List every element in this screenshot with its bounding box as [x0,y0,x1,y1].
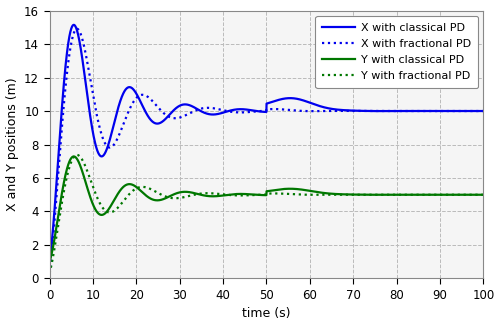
Y with classical PD [404,193,409,197]
X with fractional PD [370,109,376,113]
Y with fractional PD [328,193,334,197]
Y with classical PD [46,260,52,264]
Y with classical PD [126,182,132,186]
Y with classical PD [70,155,76,158]
X with classical PD [307,101,313,105]
X with fractional PD [212,107,218,111]
X with classical PD [126,85,132,89]
X with fractional PD [480,109,486,113]
X with fractional PD [74,27,80,31]
Y with fractional PD [74,153,80,157]
Y with fractional PD [404,193,409,197]
X with classical PD [404,109,409,113]
Y with classical PD [307,189,313,193]
Y with classical PD [370,193,376,197]
X with classical PD [480,109,486,113]
Y with classical PD [328,192,334,196]
X with classical PD [212,112,218,116]
Line: X with fractional PD: X with fractional PD [50,29,484,274]
X with fractional PD [126,110,132,114]
Y with fractional PD [46,272,52,275]
Y with fractional PD [126,193,132,197]
Line: Y with classical PD: Y with classical PD [50,156,484,262]
Line: Y with fractional PD: Y with fractional PD [50,155,484,274]
Line: X with classical PD: X with classical PD [50,25,484,262]
Legend: X with classical PD, X with fractional PD, Y with classical PD, Y with fractiona: X with classical PD, X with fractional P… [316,16,478,88]
X with fractional PD [46,272,52,275]
Y with classical PD [480,193,486,197]
X with classical PD [370,109,376,113]
Y with fractional PD [480,193,486,197]
Y with fractional PD [212,192,218,196]
X with classical PD [46,260,52,264]
Y-axis label: X and Y positions (m): X and Y positions (m) [6,78,18,211]
X with classical PD [328,107,334,111]
X with fractional PD [404,109,409,113]
Y with classical PD [212,194,218,198]
X with fractional PD [328,109,334,113]
X with fractional PD [307,109,313,113]
Y with fractional PD [307,193,313,197]
X-axis label: time (s): time (s) [242,307,290,320]
Y with fractional PD [370,193,376,197]
X with classical PD [70,23,76,27]
